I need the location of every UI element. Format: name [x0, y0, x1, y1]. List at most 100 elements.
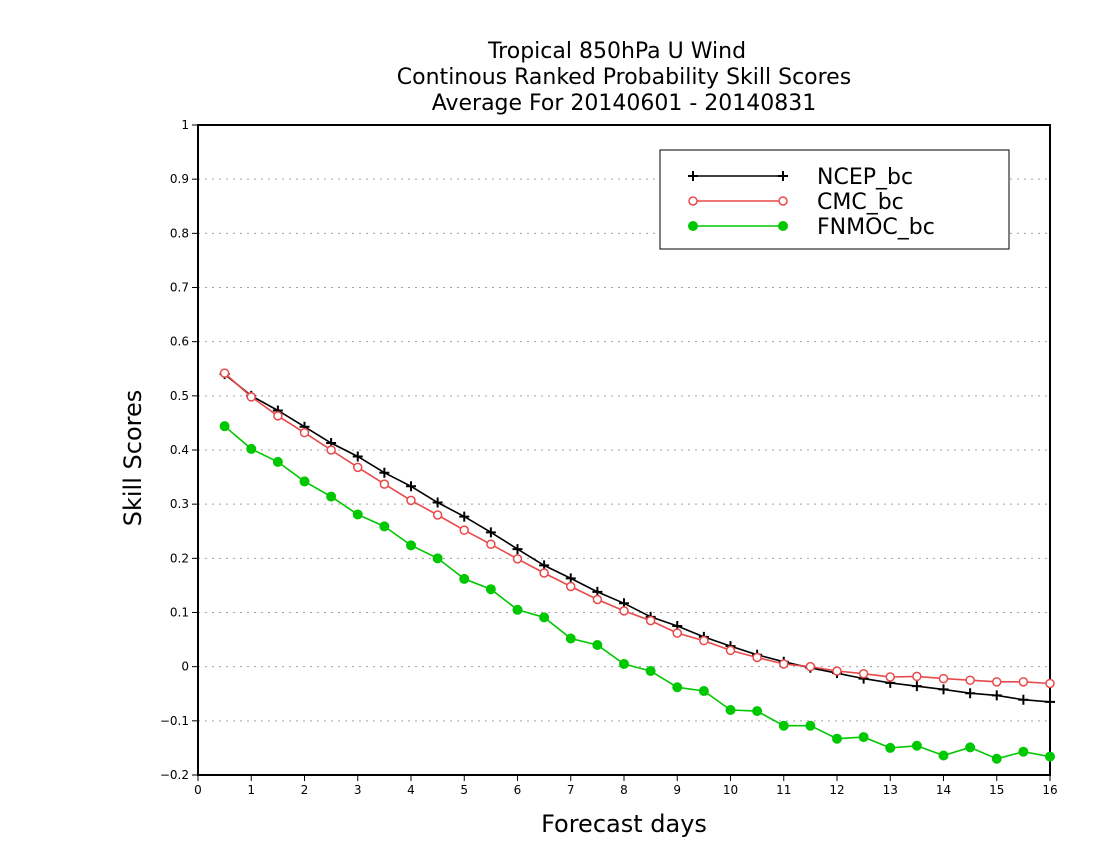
data-point — [672, 628, 682, 638]
data-point — [272, 456, 283, 467]
data-point — [885, 742, 896, 753]
data-point — [965, 742, 976, 753]
data-point — [565, 633, 576, 644]
data-point — [752, 706, 763, 717]
data-point — [645, 615, 656, 626]
data-point — [273, 411, 283, 421]
x-tick-label: 15 — [989, 783, 1004, 797]
legend-entry: FNMOC_bc — [688, 215, 935, 240]
data-point — [619, 606, 629, 616]
data-point — [432, 510, 443, 520]
y-tick-label: 0.7 — [170, 281, 189, 295]
data-point — [432, 553, 443, 564]
data-point — [688, 196, 698, 206]
x-tick-label: 16 — [1042, 783, 1057, 797]
data-point — [246, 443, 257, 454]
data-point — [512, 544, 523, 555]
data-point — [432, 497, 443, 508]
legend-label: NCEP_bc — [817, 165, 913, 190]
title-line-3: Average For 20140601 - 20140831 — [432, 91, 817, 116]
data-point — [688, 171, 698, 181]
x-tick-label: 12 — [829, 783, 844, 797]
series-layer — [219, 368, 1055, 764]
x-tick-label: 13 — [883, 783, 898, 797]
data-point — [1018, 746, 1029, 757]
x-axis-ticks: 0 1 2 3 4 5 6 7 8 9 10 11 12 13 14 15 16 — [194, 775, 1058, 797]
data-point — [539, 612, 550, 623]
x-tick-label: 9 — [673, 783, 681, 797]
data-point — [911, 740, 922, 751]
legend-label: CMC_bc — [817, 190, 904, 215]
data-point — [406, 540, 416, 551]
data-point — [725, 705, 736, 715]
data-point — [485, 527, 496, 538]
data-point — [672, 682, 683, 693]
data-point — [352, 509, 363, 520]
series-line — [224, 372, 1051, 685]
legend-entry: NCEP_bc — [688, 165, 913, 190]
data-point — [512, 554, 523, 564]
data-point — [219, 368, 230, 378]
data-point — [352, 451, 363, 462]
data-point — [539, 568, 549, 578]
grid-lines — [198, 178, 1050, 722]
data-point — [246, 392, 256, 402]
x-axis-label: Forecast days — [541, 810, 707, 838]
data-point — [992, 677, 1002, 687]
data-point — [779, 659, 789, 669]
data-point — [832, 666, 842, 676]
title-line-1: Tropical 850hPa U Wind — [487, 39, 746, 64]
data-point — [379, 479, 390, 489]
data-point — [406, 481, 416, 492]
data-point — [725, 645, 736, 656]
series-cmc-bc — [219, 368, 1055, 689]
data-point — [486, 539, 496, 549]
y-tick-label: 0.6 — [170, 335, 189, 349]
x-tick-label: 10 — [723, 783, 738, 797]
series-line — [224, 425, 1051, 760]
x-tick-label: 4 — [407, 783, 415, 797]
data-point — [299, 427, 310, 438]
y-tick-label: 0.1 — [170, 606, 189, 620]
data-point — [619, 658, 629, 669]
chart-title: Tropical 850hPa U Wind Continous Ranked … — [397, 39, 851, 116]
data-point — [592, 640, 603, 650]
series-ncep-bc — [219, 369, 1055, 707]
y-tick-label: 0.2 — [170, 551, 189, 565]
y-tick-label: −0.2 — [160, 768, 189, 782]
x-tick-label: 11 — [776, 783, 791, 797]
y-tick-label: 0.4 — [170, 443, 189, 457]
data-point — [379, 467, 390, 478]
data-point — [326, 445, 336, 455]
data-point — [565, 573, 576, 584]
x-tick-label: 3 — [354, 783, 362, 797]
data-point — [938, 684, 949, 695]
x-tick-label: 8 — [620, 783, 628, 797]
data-point — [885, 672, 895, 682]
data-point — [566, 581, 576, 592]
data-point — [991, 753, 1002, 764]
y-tick-label: 0.5 — [170, 389, 189, 403]
title-line-2: Continous Ranked Probability Skill Score… — [397, 65, 851, 90]
x-tick-label: 5 — [460, 783, 468, 797]
data-point — [965, 688, 976, 699]
y-tick-label: −0.1 — [160, 714, 189, 728]
x-tick-label: 0 — [194, 783, 202, 797]
data-point — [778, 196, 788, 206]
data-point — [778, 720, 789, 731]
x-tick-label: 14 — [936, 783, 951, 797]
data-point — [752, 652, 762, 663]
legend-box — [659, 149, 1010, 250]
y-tick-label: 1 — [181, 118, 189, 132]
data-point — [938, 750, 949, 761]
data-point — [858, 732, 869, 743]
data-point — [326, 491, 337, 502]
data-point — [965, 675, 975, 685]
data-point — [353, 462, 363, 473]
series-fnmoc-bc — [219, 421, 1055, 764]
data-point — [688, 221, 698, 231]
y-tick-label: 0.8 — [170, 226, 189, 240]
data-point — [1018, 677, 1029, 687]
data-point — [805, 720, 816, 731]
